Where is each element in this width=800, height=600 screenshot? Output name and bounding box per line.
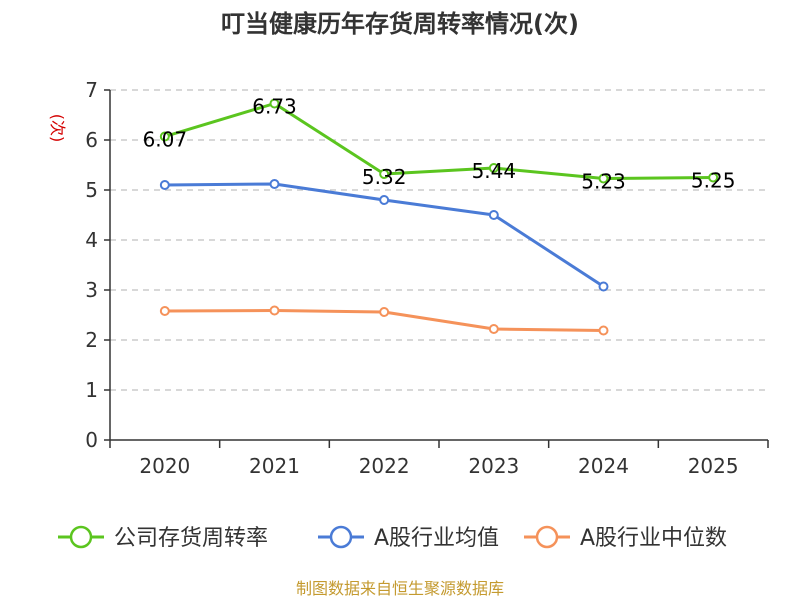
- series: [159, 98, 719, 336]
- data-label: 5.23: [581, 170, 626, 194]
- x-tick-label: 2024: [578, 454, 629, 478]
- data-point[interactable]: [379, 307, 390, 317]
- x-tick-label: 2025: [688, 454, 739, 478]
- data-label: 5.44: [472, 159, 517, 183]
- x-tick-label: 2022: [359, 454, 410, 478]
- legend-marker-icon: [535, 525, 559, 549]
- legend-item-0[interactable]: 公司存货周转率: [58, 525, 268, 551]
- chart-title: 叮当健康历年存货周转率情况(次): [221, 10, 579, 38]
- y-tick-label: 1: [85, 378, 98, 402]
- data-label: 5.25: [691, 169, 736, 193]
- source-note: 制图数据来自恒生聚源数据库: [296, 579, 504, 598]
- axes: 0 1 2 3 4 5 6 7 2020 2021 2022 2023 2024 2025: [85, 78, 769, 478]
- legend-marker-icon: [69, 525, 93, 549]
- data-point[interactable]: [269, 98, 280, 109]
- data-labels: 6.07 6.73 5.32 5.44 5.23 5.25: [143, 95, 736, 194]
- data-label: 5.32: [362, 165, 407, 189]
- data-point[interactable]: [159, 131, 170, 142]
- legend-marker-icon: [329, 525, 353, 549]
- data-point[interactable]: [269, 179, 280, 189]
- data-point[interactable]: [269, 305, 280, 316]
- x-tick-label: 2023: [468, 454, 519, 478]
- y-tick-label: 2: [85, 328, 98, 352]
- data-point[interactable]: [598, 173, 609, 184]
- legend-label: 公司存货周转率: [114, 526, 268, 551]
- legend-label: A股行业中位数: [580, 526, 727, 551]
- data-point[interactable]: [488, 210, 499, 220]
- legend-item-2[interactable]: A股行业中位数: [524, 525, 727, 551]
- y-tick-label: 3: [85, 278, 98, 302]
- data-point[interactable]: [159, 180, 170, 190]
- data-label: 6.07: [143, 128, 188, 152]
- y-axis-label: (次): [48, 114, 67, 143]
- data-point[interactable]: [488, 163, 499, 173]
- y-tick-label: 0: [85, 428, 98, 452]
- y-tick-label: 6: [85, 128, 98, 152]
- data-point[interactable]: [379, 195, 390, 205]
- y-tick-label: 4: [85, 228, 98, 252]
- data-point[interactable]: [598, 325, 609, 336]
- data-label: 6.73: [252, 95, 297, 119]
- legend-item-1[interactable]: A股行业均值: [318, 525, 499, 551]
- x-tick-label: 2021: [249, 454, 300, 478]
- y-tick-label: 5: [85, 178, 98, 202]
- legend-label: A股行业均值: [374, 526, 499, 551]
- y-tick-label: 7: [85, 78, 98, 102]
- data-point[interactable]: [708, 172, 719, 183]
- series-line-0: [163, 102, 715, 180]
- data-point[interactable]: [379, 169, 390, 179]
- x-tick-label: 2020: [139, 454, 190, 478]
- data-point[interactable]: [159, 306, 170, 316]
- legend[interactable]: 公司存货周转率 A股行业均值 A股行业中位数: [58, 525, 727, 551]
- grid: [110, 89, 768, 391]
- data-point[interactable]: [488, 324, 499, 334]
- data-point[interactable]: [598, 281, 609, 292]
